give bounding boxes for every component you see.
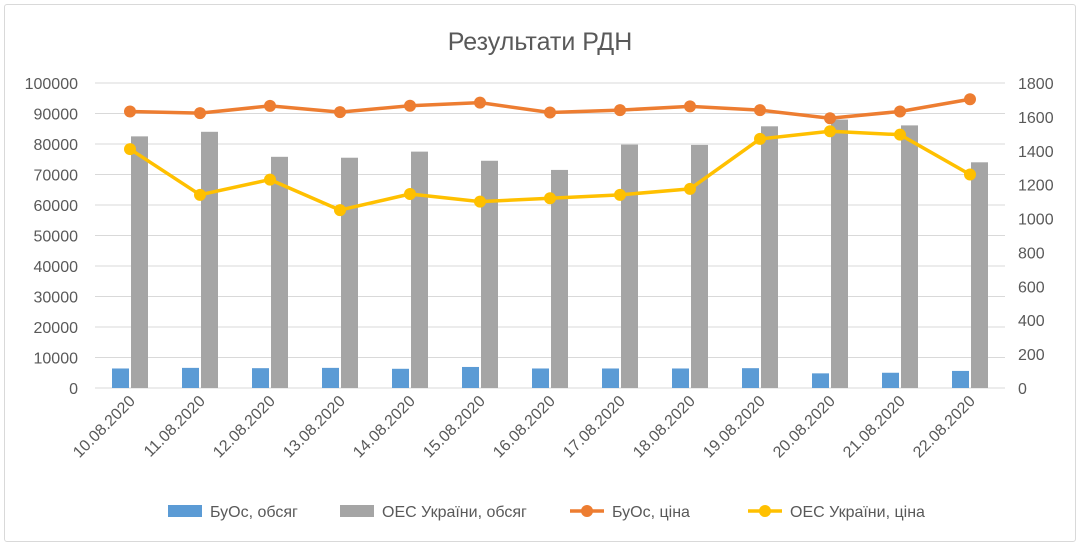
x-tick-label: 20.08.2020 <box>770 393 839 462</box>
bar-1 <box>322 367 339 388</box>
legend-label: БуОс, ціна <box>612 504 690 521</box>
bar-1 <box>462 366 479 388</box>
series-point-2 <box>754 132 766 145</box>
legend-label: ОЕС України, ціна <box>790 504 925 521</box>
bar-2 <box>901 125 918 389</box>
series-point-2 <box>404 187 416 200</box>
y-right-tick-label: 1000 <box>1018 212 1054 229</box>
chart-frame <box>4 4 1076 542</box>
series-point-1 <box>824 112 836 125</box>
x-tick-label: 15.08.2020 <box>420 393 489 462</box>
x-tick-label: 13.08.2020 <box>280 393 349 462</box>
series-point-1 <box>264 99 276 112</box>
y-left-tick-label: 50000 <box>34 229 79 246</box>
legend-label: ОЕС України, обсяг <box>382 504 527 521</box>
bar-1 <box>532 368 549 388</box>
series-point-1 <box>754 104 766 117</box>
y-left-tick-label: 80000 <box>34 137 79 154</box>
legend-label: БуОс, обсяг <box>210 504 298 521</box>
series-point-1 <box>684 100 696 113</box>
y-right-tick-label: 1600 <box>1018 110 1054 127</box>
series-point-1 <box>334 106 346 119</box>
series-point-1 <box>474 96 486 109</box>
bar-2 <box>411 151 428 388</box>
x-tick-label: 12.08.2020 <box>210 393 279 462</box>
x-tick-label: 14.08.2020 <box>350 393 419 462</box>
bar-1 <box>882 372 899 388</box>
series-point-1 <box>404 99 416 112</box>
y-right-tick-label: 1400 <box>1018 144 1054 161</box>
y-left-tick-label: 90000 <box>34 107 79 124</box>
x-tick-label: 11.08.2020 <box>141 393 209 461</box>
y-right-tick-label: 1800 <box>1018 76 1054 93</box>
bar-2 <box>201 131 218 389</box>
y-right-tick-label: 0 <box>1018 381 1027 398</box>
legend-marker <box>581 505 593 517</box>
series-point-2 <box>544 192 556 205</box>
series-point-1 <box>964 93 976 106</box>
bar-1 <box>182 367 199 388</box>
y-left-tick-label: 70000 <box>34 168 79 185</box>
series-point-2 <box>824 125 836 138</box>
bar-2 <box>691 144 708 388</box>
bar-1 <box>952 370 969 388</box>
bar-2 <box>131 136 148 388</box>
series-point-2 <box>264 173 276 186</box>
x-tick-label: 16.08.2020 <box>490 393 559 462</box>
legend-swatch <box>340 505 374 517</box>
x-tick-label: 19.08.2020 <box>700 393 769 462</box>
x-tick-label: 10.08.2020 <box>70 393 139 462</box>
series-point-2 <box>964 168 976 181</box>
series-point-1 <box>124 105 136 118</box>
bar-2 <box>971 162 988 388</box>
bar-1 <box>602 368 619 388</box>
y-right-tick-label: 200 <box>1018 347 1045 364</box>
series-point-1 <box>544 106 556 119</box>
bar-2 <box>341 157 358 388</box>
bar-2 <box>271 156 288 388</box>
bar-1 <box>112 368 129 388</box>
y-left-tick-label: 30000 <box>34 290 79 307</box>
series-point-2 <box>474 195 486 208</box>
bar-1 <box>252 368 269 388</box>
x-tick-label: 22.08.2020 <box>910 393 979 462</box>
y-left-tick-label: 60000 <box>34 198 79 215</box>
y-left-tick-label: 0 <box>69 381 78 398</box>
bar-1 <box>392 368 409 388</box>
y-left-tick-label: 10000 <box>34 351 79 368</box>
bar-2 <box>761 126 778 388</box>
chart-title: Результати РДН <box>448 28 633 56</box>
y-right-tick-label: 400 <box>1018 313 1045 330</box>
series-point-2 <box>334 204 346 217</box>
series-point-2 <box>614 188 626 201</box>
series-point-2 <box>684 182 696 195</box>
series-point-1 <box>194 107 206 120</box>
bar-2 <box>551 169 568 388</box>
series-point-2 <box>124 143 136 156</box>
y-right-tick-label: 600 <box>1018 279 1045 296</box>
bar-1 <box>742 368 759 388</box>
bar-1 <box>672 368 689 388</box>
x-tick-label: 17.08.2020 <box>560 393 629 462</box>
series-point-2 <box>894 128 906 141</box>
x-tick-label: 21.08.2020 <box>840 393 909 462</box>
bar-1 <box>812 373 829 388</box>
series-point-1 <box>894 105 906 118</box>
series-point-1 <box>614 104 626 117</box>
bar-2 <box>831 119 848 388</box>
y-left-tick-label: 100000 <box>25 76 78 93</box>
series-point-2 <box>194 188 206 201</box>
y-left-tick-label: 40000 <box>34 259 79 276</box>
y-right-tick-label: 800 <box>1018 245 1045 262</box>
legend-swatch <box>168 505 202 517</box>
x-tick-label: 18.08.2020 <box>630 393 699 462</box>
bar-2 <box>621 144 638 388</box>
y-left-tick-label: 20000 <box>34 320 79 337</box>
legend-marker <box>759 505 771 517</box>
y-right-tick-label: 1200 <box>1018 178 1054 195</box>
bar-2 <box>481 160 498 388</box>
